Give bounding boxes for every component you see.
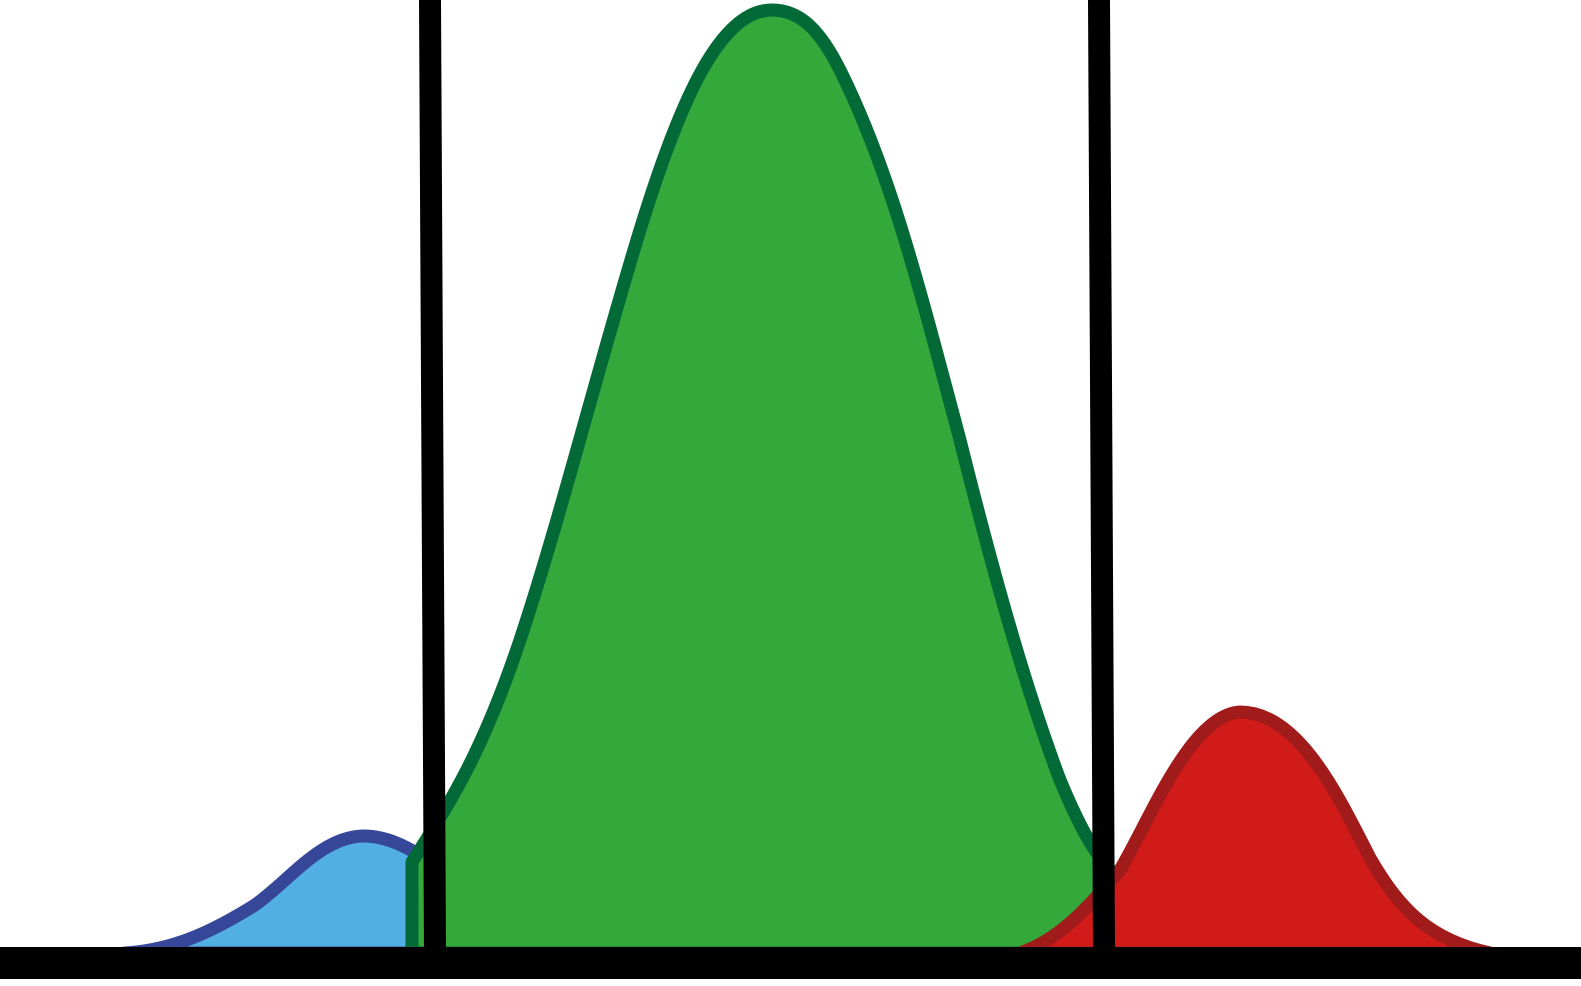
- threshold-line-left: [419, 0, 446, 953]
- threshold-line-right: [1088, 0, 1115, 953]
- center-distribution-curve: [405, 3, 1122, 960]
- x-axis-baseline: [0, 947, 1581, 979]
